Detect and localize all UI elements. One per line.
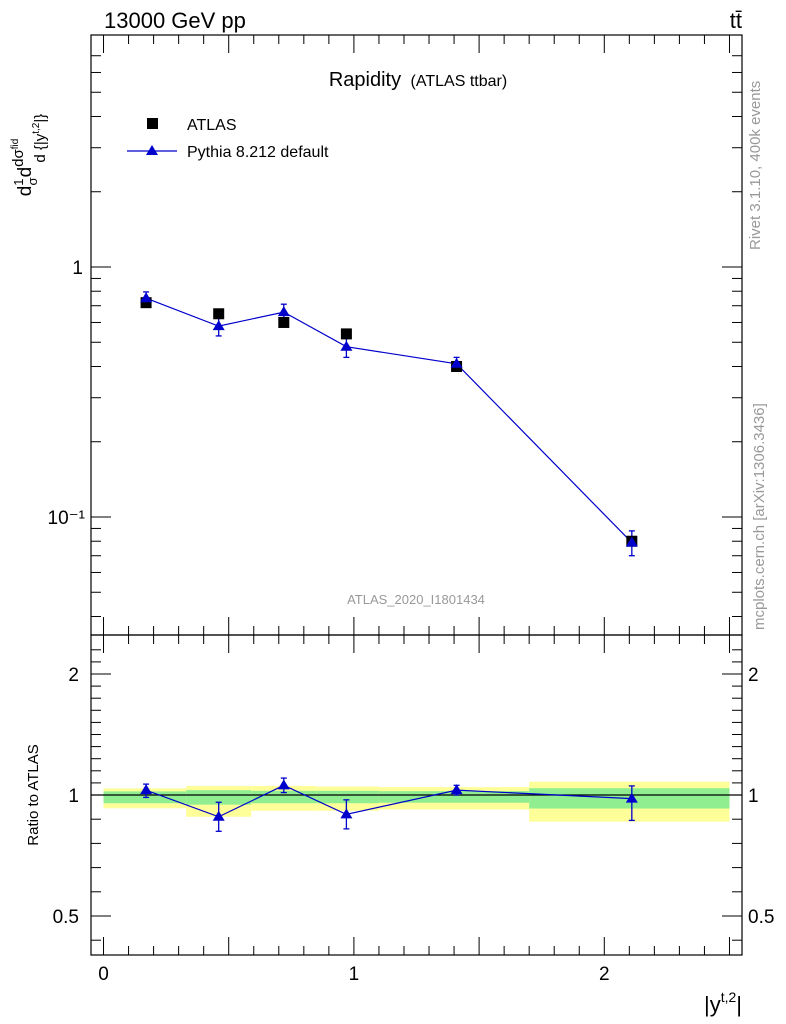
ratio-band-inner	[251, 790, 317, 804]
main-atlas-point	[278, 316, 290, 328]
main-title-text: Rapidity	[329, 69, 401, 91]
main-pythia-point	[277, 306, 290, 317]
legend-pythia-marker	[146, 145, 158, 155]
main-pythia-point	[625, 536, 638, 547]
ratio-pythia-point	[340, 808, 353, 819]
main-pythia-line	[145, 297, 633, 544]
ratio-pythia-point	[140, 784, 153, 795]
x-tick-label: 0	[98, 964, 109, 985]
ratio-ytick-label: 2	[68, 665, 79, 686]
main-title: Rapidity (ATLAS ttbar)	[329, 69, 507, 91]
ratio-frame	[90, 634, 743, 956]
x-axis-label: |yt,2|	[704, 989, 742, 1017]
ratio-band-inner	[378, 791, 530, 803]
main-pythia-point	[340, 340, 353, 351]
ratio-band-inner	[186, 790, 252, 805]
legend-atlas-marker	[147, 118, 158, 129]
legend: ATLAS Pythia 8.212 default	[127, 117, 329, 161]
ratio-ylabel: Ratio to ATLAS	[25, 744, 42, 845]
ratio-ytick-label-right: 0.5	[748, 907, 774, 928]
x-tick-label: 1	[349, 964, 360, 985]
mcplots-label: mcplots.cern.ch [arXiv:1306.3436]	[751, 403, 768, 630]
main-pythia-point	[450, 357, 463, 368]
main-pythia-point	[140, 292, 153, 303]
ratio-band-inner	[316, 790, 379, 804]
main-ylabel: d1σddσfid d {|yt,2|}	[10, 114, 49, 197]
ratio-pythia-point	[450, 784, 463, 795]
ratio-pythia-point	[625, 792, 638, 803]
ratio-ytick-label-right: 1	[748, 786, 759, 807]
main-pythia-point	[212, 320, 225, 331]
ratio-pythia-point	[277, 779, 290, 790]
ratio-ytick-label-right: 2	[748, 665, 759, 686]
main-title-subtitle: (ATLAS ttbar)	[411, 73, 508, 90]
main-ytick-label: 10⁻¹	[48, 508, 86, 529]
x-tick-label: 2	[599, 964, 610, 985]
ratio-ytick-label: 1	[68, 786, 79, 807]
main-atlas-point	[340, 328, 352, 340]
legend-atlas-label: ATLAS	[187, 117, 237, 134]
main-atlas-point	[140, 297, 152, 309]
process-label: tt̄	[730, 8, 742, 33]
ratio-ytick-label: 0.5	[53, 907, 79, 928]
watermark: ATLAS_2020_I1801434	[347, 592, 485, 607]
main-ytick-label: 1	[72, 258, 83, 279]
main-atlas-point	[213, 308, 225, 320]
legend-pythia-label: Pythia 8.212 default	[187, 144, 329, 161]
ratio-pythia-line	[145, 784, 632, 818]
energy-label: 13000 GeV pp	[104, 8, 246, 33]
ratio-pythia-point	[212, 810, 225, 821]
rivet-label: Rivet 3.1.10, 400k events	[747, 81, 764, 250]
